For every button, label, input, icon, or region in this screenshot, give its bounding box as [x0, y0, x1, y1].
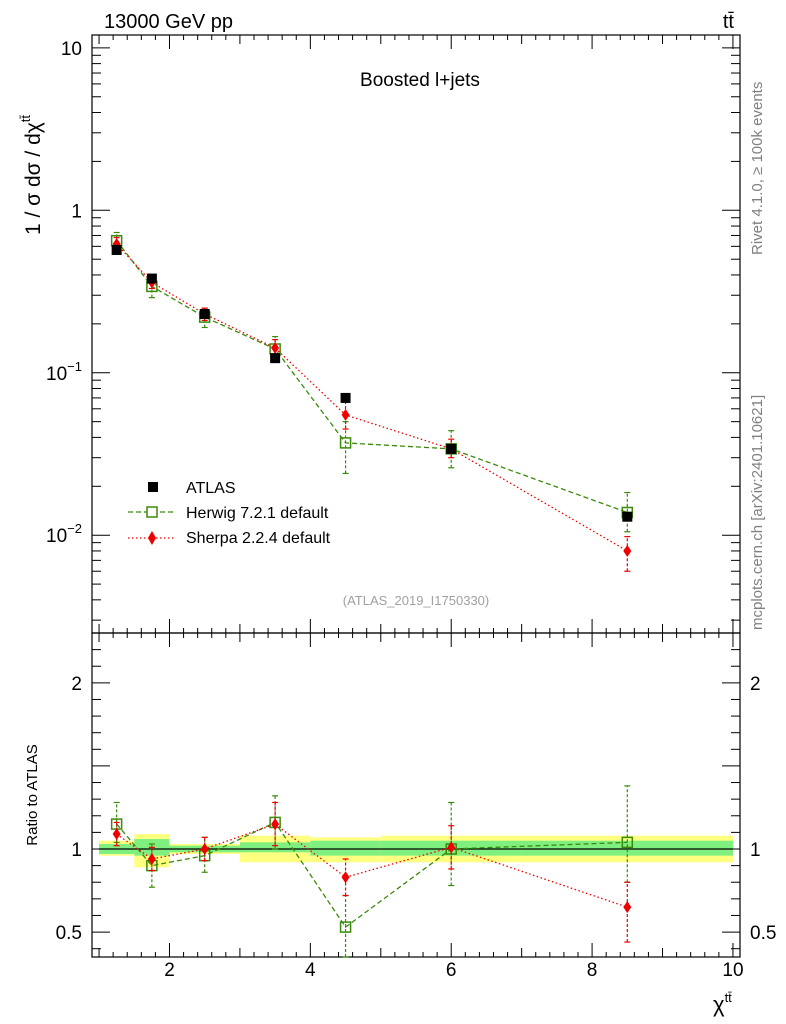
ratio-y-tick-label: 0.5 — [56, 923, 82, 944]
herwig-line — [116, 240, 628, 514]
main-panel: 10 1 10−1 10−2 — [46, 34, 741, 634]
ratio-y-tick-label: 1 — [71, 840, 82, 861]
atlas-point — [446, 443, 457, 454]
analysis-watermark: (ATLAS_2019_I1750330) — [343, 593, 489, 608]
ratio-ylabel: Ratio to ATLAS — [24, 744, 41, 845]
sherpa-ratio-point — [341, 871, 350, 884]
main-ylabel-group: 1 / σ dσ / dχtt̄ — [18, 115, 45, 235]
ratio-y-tick-label-right: 2 — [750, 674, 761, 695]
main-title: Boosted l+jets — [360, 70, 480, 91]
x-tick-label: 2 — [164, 960, 175, 981]
ratio-y-tick-label-right: 1 — [750, 840, 761, 861]
atlas-point — [622, 511, 633, 522]
y-tick-label: 1 — [71, 201, 82, 222]
ratio-stat-band — [310, 840, 381, 856]
sherpa-ratio-point — [623, 901, 632, 914]
x-tick-label: 8 — [587, 960, 598, 981]
rivet-version-label: Rivet 4.1.0, ≥ 100k events — [749, 82, 766, 255]
sherpa-point — [341, 408, 350, 421]
legend-atlas-marker — [148, 482, 158, 492]
legend: ATLAS Herwig 7.2.1 default Sherpa 2.2.4 … — [128, 480, 331, 547]
energy-label: 13000 GeV pp — [104, 11, 233, 33]
ratio-frame — [91, 632, 741, 958]
y-tick-label: 10 — [61, 39, 82, 60]
ratio-panel: 2 4 6 8 10 2 2 1 1 0.5 0.5 — [56, 632, 776, 981]
ratio-y-tick-label: 2 — [71, 674, 82, 695]
sherpa-ratio-point — [271, 818, 280, 831]
main-ylabel: 1 / σ dσ / dχtt̄ — [18, 115, 45, 235]
atlas-point — [146, 273, 157, 284]
legend-sherpa-marker — [148, 531, 156, 545]
mcplots-label: mcplots.cern.ch [arXiv:2401.10621] — [749, 395, 766, 630]
herwig-ratio-point — [339, 921, 352, 933]
herwig-point — [339, 437, 352, 449]
sherpa-ratio-point — [147, 852, 156, 865]
ratio-xlabel: χtt̄ — [713, 990, 732, 1017]
x-tick-label: 10 — [722, 960, 743, 981]
ratio-stat-band — [521, 840, 733, 856]
atlas-point — [199, 308, 210, 319]
sherpa-ratio-point — [200, 843, 209, 855]
sherpa-point — [623, 544, 632, 557]
sherpa-point — [271, 342, 280, 355]
legend-sherpa-label: Sherpa 2.2.4 default — [186, 530, 331, 547]
atlas-point — [340, 392, 351, 403]
y-tick-label: 10−2 — [46, 521, 82, 547]
process-label: tt̄ — [723, 11, 735, 33]
atlas-point — [111, 244, 122, 255]
x-tick-label: 6 — [446, 960, 457, 981]
legend-herwig-marker — [146, 506, 158, 518]
legend-atlas-label: ATLAS — [186, 480, 236, 497]
ratio-y-tick-label-right: 0.5 — [750, 923, 776, 944]
atlas-point — [270, 353, 281, 364]
sherpa-ratio-point — [447, 841, 456, 854]
sherpa-ratio-point — [112, 828, 121, 841]
y-tick-label: 10−1 — [46, 359, 82, 385]
x-tick-label: 4 — [305, 960, 316, 981]
legend-herwig-label: Herwig 7.2.1 default — [186, 505, 329, 522]
herwig-ratio-point — [621, 836, 634, 849]
